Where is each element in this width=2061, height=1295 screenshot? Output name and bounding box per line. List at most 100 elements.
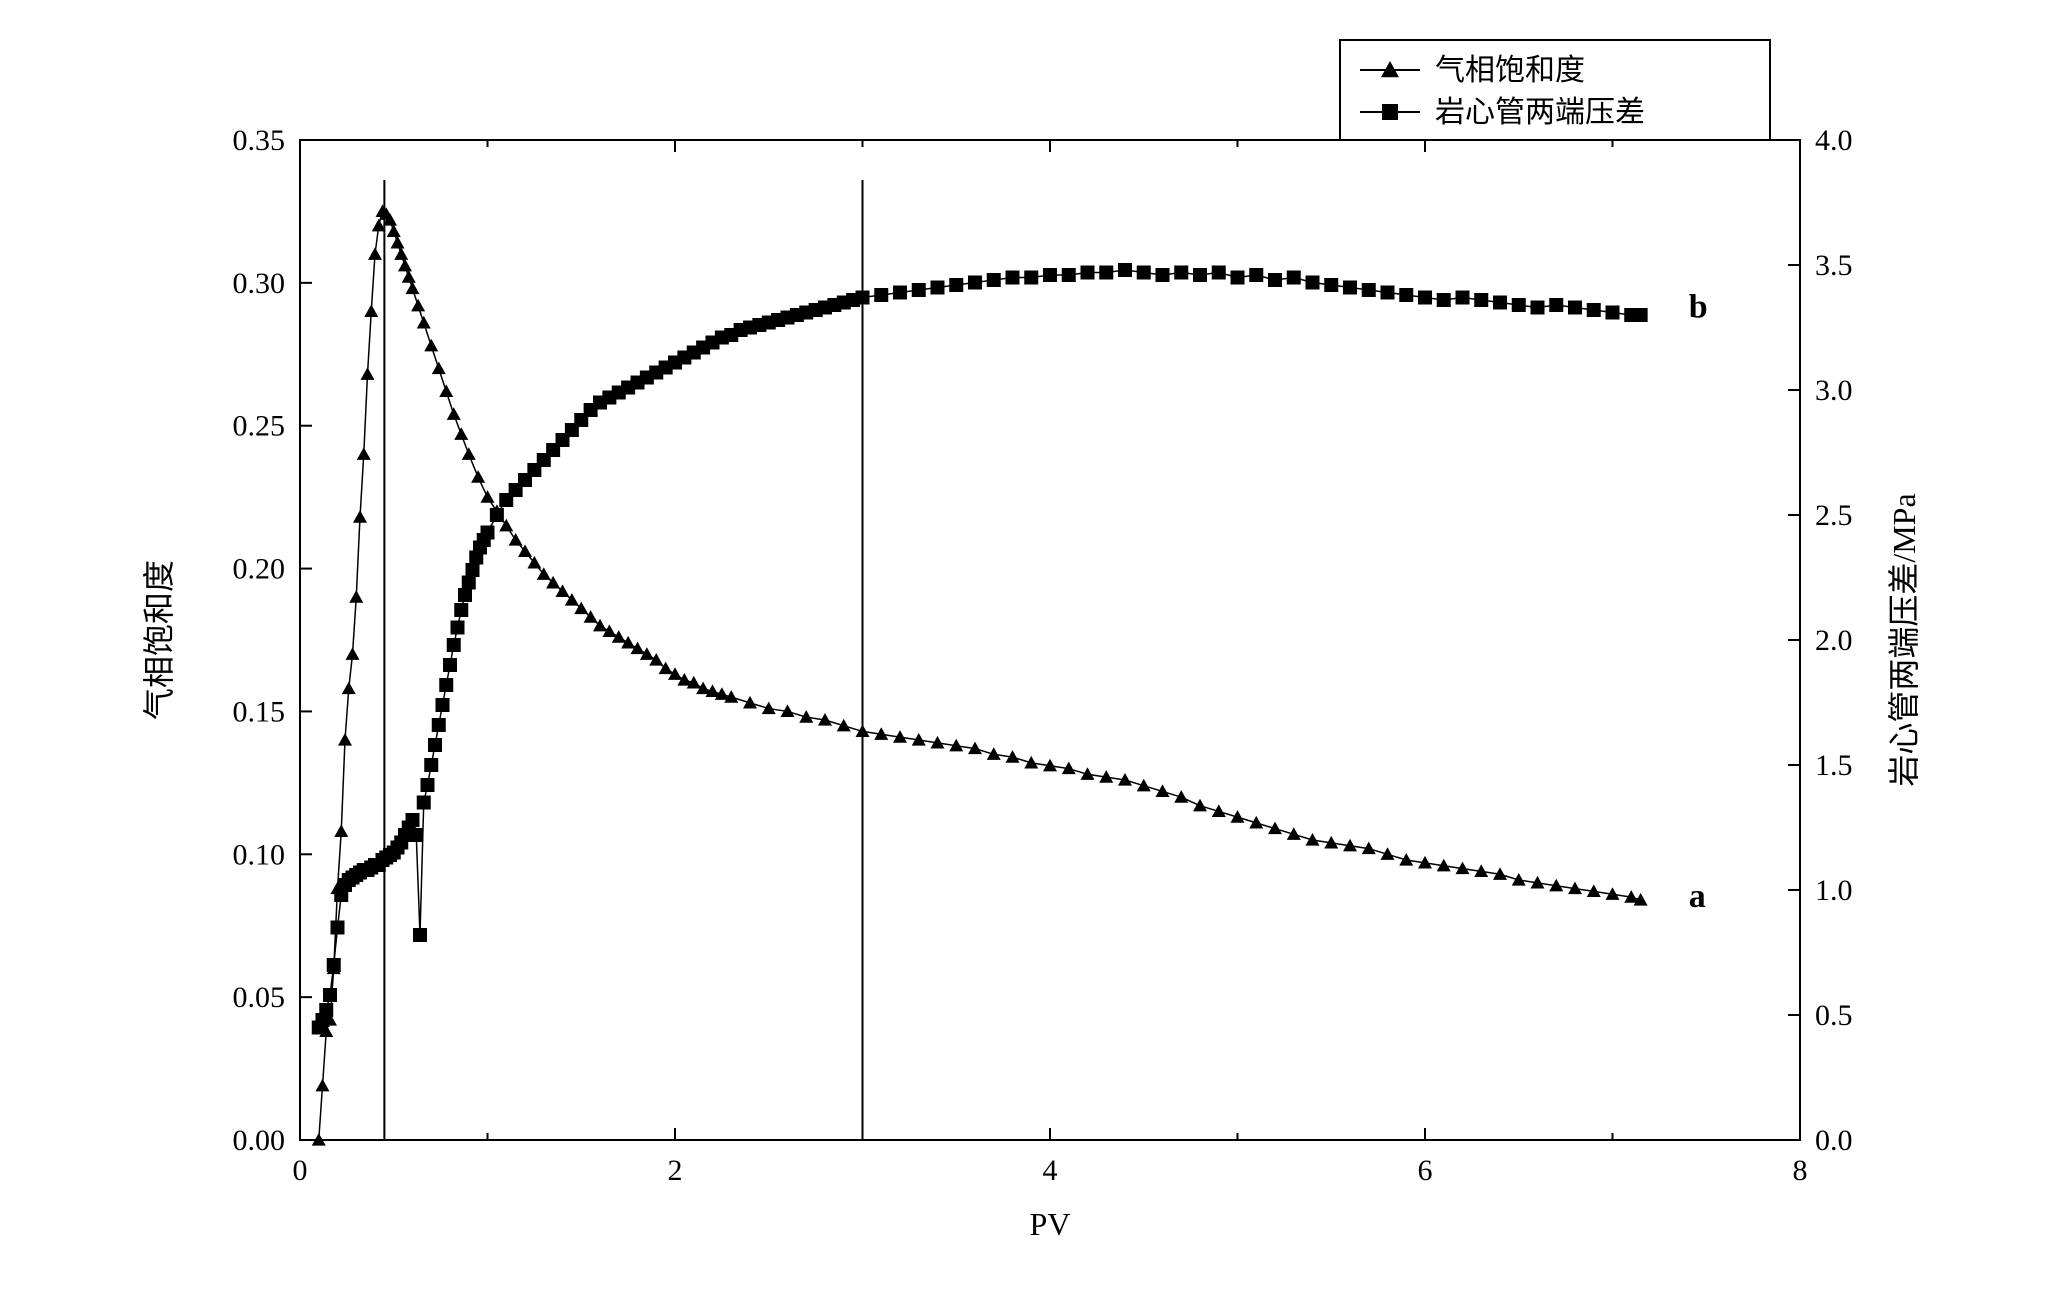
square-marker xyxy=(327,958,341,972)
triangle-marker xyxy=(1399,853,1413,866)
yr-tick-label: 1.5 xyxy=(1815,749,1853,782)
triangle-marker xyxy=(1306,833,1320,846)
triangle-marker xyxy=(471,470,485,483)
square-marker xyxy=(428,738,442,752)
square-marker xyxy=(1137,266,1151,280)
yr-tick-label: 1.0 xyxy=(1815,874,1853,907)
square-marker xyxy=(1268,273,1282,287)
square-marker xyxy=(1287,271,1301,285)
square-marker xyxy=(490,508,504,522)
square-marker xyxy=(406,813,420,827)
square-marker xyxy=(1418,291,1432,305)
yr-tick-label: 2.5 xyxy=(1815,499,1853,532)
triangle-marker xyxy=(856,724,870,737)
triangle-marker xyxy=(364,304,378,317)
yl-tick-label: 0.35 xyxy=(233,124,286,157)
square-marker xyxy=(1381,286,1395,300)
square-marker xyxy=(424,758,438,772)
square-marker xyxy=(949,278,963,292)
square-marker xyxy=(1193,268,1207,282)
triangle-marker xyxy=(394,247,408,260)
series-pressure_diff xyxy=(312,263,1648,1035)
square-marker xyxy=(968,276,982,290)
yl-tick-label: 0.30 xyxy=(233,267,286,300)
square-marker xyxy=(451,621,465,635)
triangle-marker xyxy=(349,590,363,603)
square-marker xyxy=(1249,268,1263,282)
yr-tick-label: 0.0 xyxy=(1815,1124,1853,1157)
square-marker xyxy=(1549,298,1563,312)
square-marker xyxy=(1587,303,1601,317)
triangle-marker xyxy=(398,259,412,272)
square-marker xyxy=(331,921,345,935)
series-line xyxy=(319,270,1641,1028)
square-marker xyxy=(323,988,337,1002)
square-marker xyxy=(1399,288,1413,302)
triangle-marker xyxy=(1212,804,1226,817)
square-marker xyxy=(1568,301,1582,315)
square-marker xyxy=(1531,301,1545,315)
triangle-marker xyxy=(447,407,461,420)
triangle-marker xyxy=(509,533,523,546)
square-marker xyxy=(1081,266,1095,280)
square-marker xyxy=(1174,266,1188,280)
triangle-marker xyxy=(454,427,468,440)
triangle-marker xyxy=(316,1079,330,1092)
y-left-axis-label: 气相饱和度 xyxy=(141,560,177,720)
square-marker xyxy=(409,828,423,842)
triangle-marker xyxy=(837,719,851,732)
square-marker xyxy=(421,778,435,792)
triangle-marker xyxy=(357,447,371,460)
square-marker xyxy=(439,678,453,692)
series-end-label-a: a xyxy=(1689,878,1706,915)
triangle-marker xyxy=(1249,816,1263,829)
x-tick-label: 4 xyxy=(1043,1154,1058,1187)
legend-item-label: 气相饱和度 xyxy=(1435,54,1585,87)
square-marker xyxy=(1343,281,1357,295)
triangle-marker xyxy=(334,824,348,837)
triangle-marker xyxy=(353,510,367,523)
triangle-marker xyxy=(987,747,1001,760)
triangle-marker xyxy=(462,447,476,460)
triangle-marker xyxy=(342,682,356,695)
x-tick-label: 8 xyxy=(1793,1154,1808,1187)
square-marker xyxy=(1606,306,1620,320)
legend-item-label: 岩心管两端压差 xyxy=(1435,96,1645,129)
square-marker xyxy=(481,526,495,540)
square-marker xyxy=(454,603,468,617)
triangle-marker xyxy=(406,282,420,295)
x-tick-label: 2 xyxy=(668,1154,683,1187)
triangle-marker xyxy=(1193,799,1207,812)
triangle-marker xyxy=(1381,847,1395,860)
square-marker xyxy=(1118,263,1132,277)
triangle-marker xyxy=(743,696,757,709)
yr-tick-label: 2.0 xyxy=(1815,624,1853,657)
triangle-marker xyxy=(439,384,453,397)
yl-tick-label: 0.15 xyxy=(233,695,286,728)
triangle-marker xyxy=(387,224,401,237)
yl-tick-label: 0.05 xyxy=(233,981,286,1014)
square-marker xyxy=(436,698,450,712)
square-marker xyxy=(1024,271,1038,285)
square-marker xyxy=(1062,268,1076,282)
triangle-marker xyxy=(432,362,446,375)
square-marker xyxy=(987,273,1001,287)
yr-tick-label: 4.0 xyxy=(1815,124,1853,157)
square-marker xyxy=(1324,278,1338,292)
triangle-marker xyxy=(346,647,360,660)
square-marker xyxy=(447,638,461,652)
yl-tick-label: 0.25 xyxy=(233,410,286,443)
x-tick-label: 0 xyxy=(293,1154,308,1187)
square-marker xyxy=(319,1003,333,1017)
square-marker xyxy=(1212,266,1226,280)
square-marker xyxy=(1306,276,1320,290)
series-end-label-b: b xyxy=(1689,289,1708,326)
square-marker xyxy=(1437,293,1451,307)
square-marker xyxy=(1512,298,1526,312)
square-marker xyxy=(1043,268,1057,282)
triangle-marker xyxy=(402,270,416,283)
square-marker xyxy=(466,563,480,577)
square-marker xyxy=(443,658,457,672)
chart-container: 02468PV0.000.050.100.150.200.250.300.35气… xyxy=(20,20,2041,1275)
square-marker xyxy=(1231,271,1245,285)
